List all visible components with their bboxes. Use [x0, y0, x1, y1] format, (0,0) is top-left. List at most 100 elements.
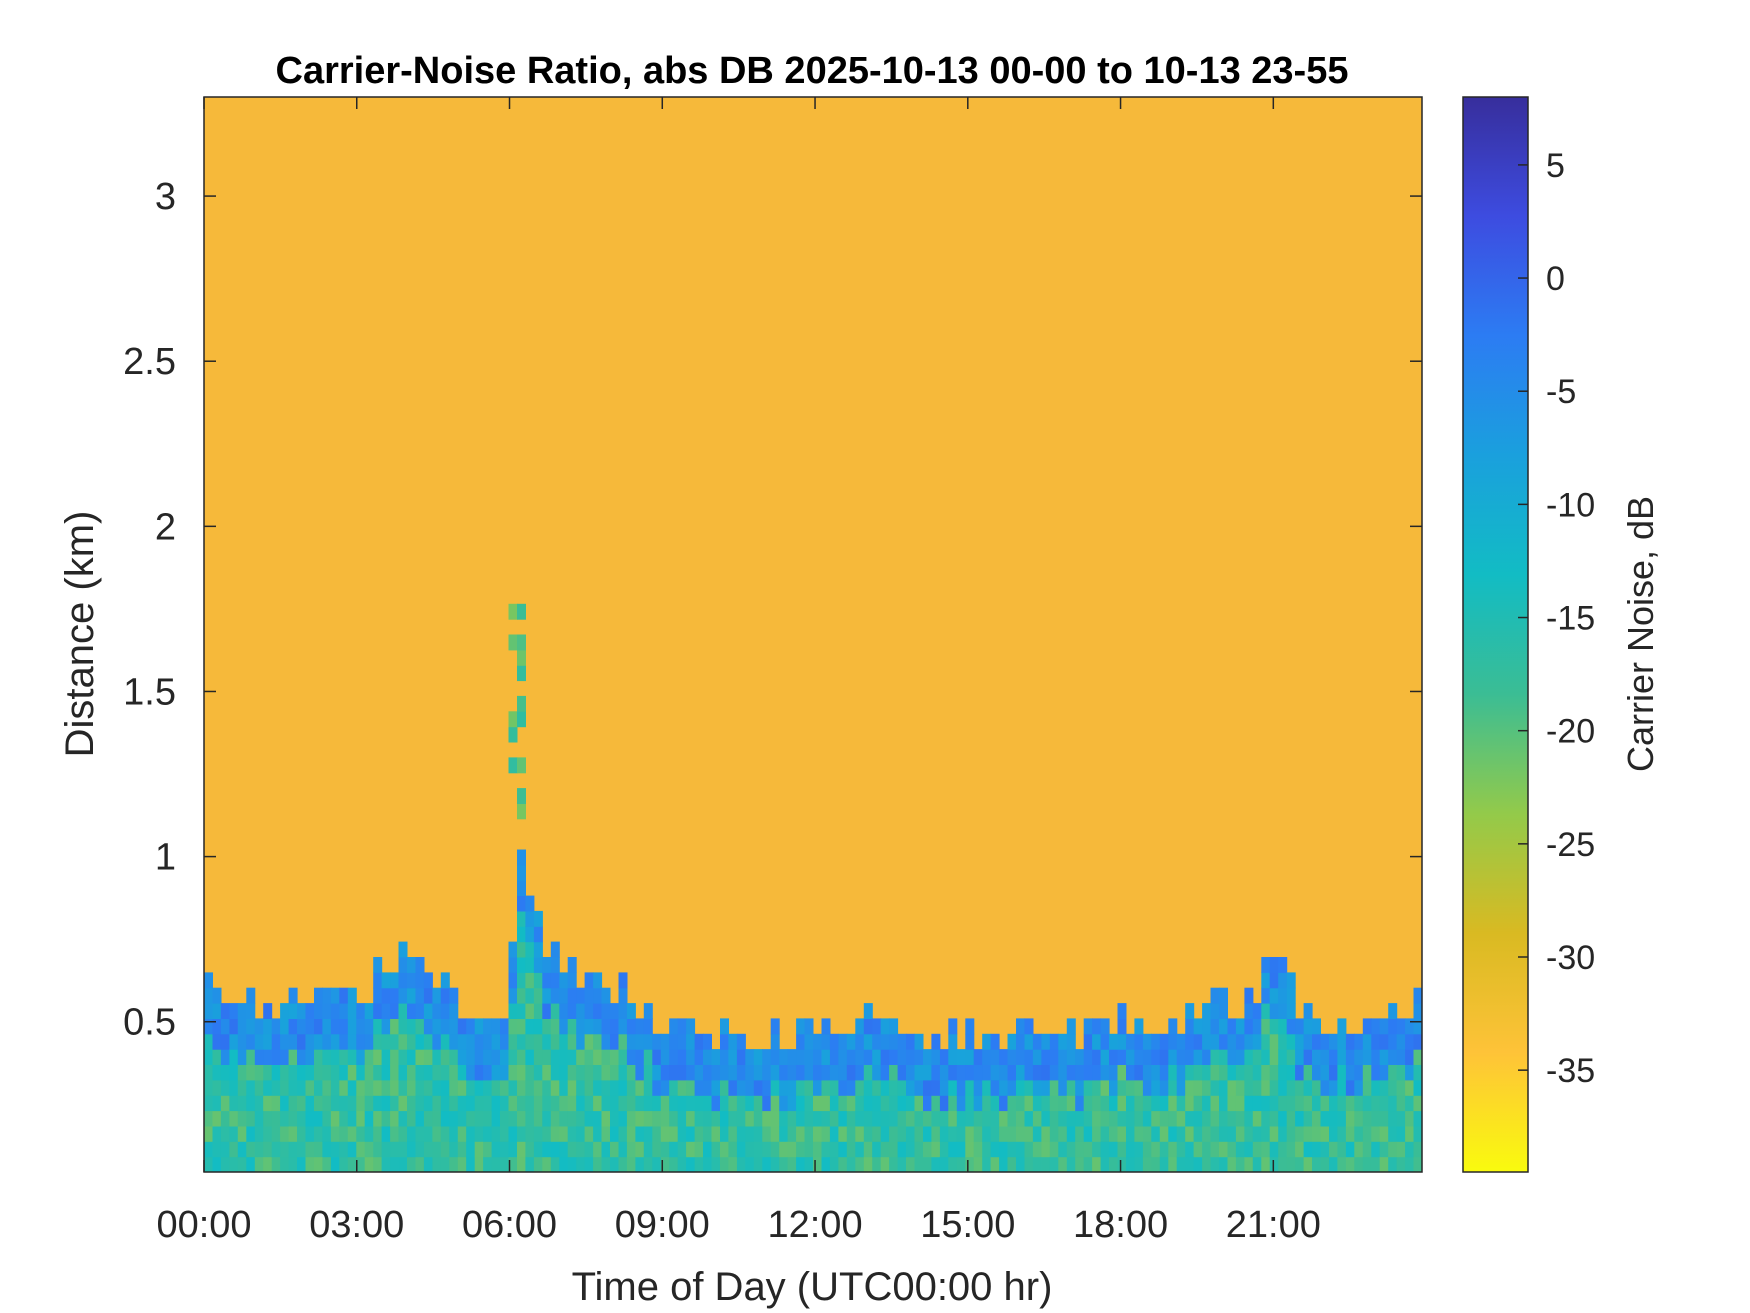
heatmap-cell: [432, 987, 442, 1004]
heatmap-cell: [542, 987, 552, 1004]
heatmap-cell: [576, 1064, 586, 1081]
heatmap-cell: [423, 1110, 433, 1127]
heatmap-cell: [728, 1141, 738, 1158]
heatmap-cell: [1109, 1156, 1118, 1173]
heatmap-cell: [1219, 1156, 1228, 1173]
heatmap-cell: [1109, 1079, 1118, 1096]
heatmap-cell: [1252, 1079, 1262, 1096]
heatmap-cell: [364, 1064, 374, 1081]
heatmap-cell: [855, 1125, 865, 1142]
heatmap-cell: [1354, 1125, 1364, 1142]
heatmap-cell: [246, 1003, 256, 1019]
heatmap-cell: [982, 1156, 992, 1173]
heatmap-cell: [821, 1064, 831, 1081]
heatmap-cell: [1041, 1156, 1051, 1173]
heatmap-cell: [297, 1049, 306, 1065]
heatmap-cell: [398, 941, 408, 958]
heatmap-cell: [1286, 1064, 1296, 1081]
heatmap-cell: [474, 1095, 484, 1112]
heatmap-cell: [1354, 1095, 1364, 1112]
heatmap-cell: [373, 1049, 383, 1065]
heatmap-cell: [407, 1141, 416, 1158]
heatmap-cell: [1083, 1110, 1093, 1127]
heatmap-cell: [1176, 1125, 1186, 1142]
heatmap-cell: [846, 1156, 856, 1173]
heatmap-cell: [1168, 1049, 1178, 1065]
heatmap-cell: [550, 1095, 560, 1112]
heatmap-cell: [956, 1156, 966, 1173]
heatmap-cell: [973, 1156, 983, 1173]
heatmap-cell: [212, 987, 222, 1004]
heatmap-cell: [584, 1033, 594, 1050]
heatmap-cell: [390, 1125, 400, 1142]
heatmap-cell: [635, 1049, 645, 1065]
heatmap-cell: [829, 1156, 839, 1173]
heatmap-cell: [855, 1141, 865, 1158]
heatmap-cell: [1413, 987, 1423, 1004]
heatmap-cell: [288, 1033, 298, 1050]
heatmap-cell: [423, 1141, 433, 1158]
heatmap-cell: [626, 1156, 636, 1173]
heatmap-cell: [601, 1110, 611, 1127]
heatmap-cell: [694, 1079, 704, 1096]
heatmap-cell: [237, 1003, 247, 1019]
heatmap-cell: [449, 987, 459, 1004]
heatmap-cell: [1007, 1125, 1017, 1142]
heatmap-cell: [1117, 1049, 1127, 1065]
heatmap-cell: [973, 1064, 983, 1081]
heatmap-cell: [1278, 987, 1288, 1004]
heatmap-cell: [610, 1003, 619, 1019]
heatmap-cell: [237, 1141, 247, 1158]
heatmap-cell: [711, 1049, 721, 1065]
heatmap-cell: [1371, 1049, 1381, 1065]
heatmap-cell: [525, 926, 535, 943]
heatmap-cell: [965, 1079, 975, 1096]
heatmap-cell: [517, 895, 526, 912]
heatmap-cell: [1244, 1049, 1254, 1065]
heatmap-cell: [1244, 1125, 1254, 1142]
heatmap-cell: [1345, 1156, 1355, 1173]
heatmap-cell: [347, 1110, 357, 1127]
heatmap-cell: [423, 1018, 433, 1035]
heatmap-cell: [1320, 1110, 1330, 1127]
heatmap-cell: [1396, 1049, 1406, 1065]
heatmap-cell: [373, 1110, 383, 1127]
heatmap-cell: [576, 1033, 586, 1050]
heatmap-cell: [618, 1110, 628, 1127]
heatmap-cell: [542, 1141, 552, 1158]
heatmap-cell: [1075, 1095, 1085, 1112]
heatmap-cell: [533, 910, 543, 927]
heatmap-cell: [237, 1033, 247, 1050]
heatmap-cell: [204, 1095, 213, 1112]
heatmap-cell: [449, 1049, 459, 1065]
heatmap-cell: [948, 1079, 958, 1096]
heatmap-cell: [796, 1156, 806, 1173]
heatmap-cell: [280, 1018, 290, 1035]
heatmap-cell: [863, 1141, 873, 1158]
x-tick-label: 06:00: [462, 1204, 557, 1246]
heatmap-cell: [1168, 1156, 1178, 1173]
heatmap-cell: [1219, 1079, 1228, 1096]
heatmap-cell: [1278, 1156, 1288, 1173]
heatmap-cell: [533, 1049, 543, 1065]
heatmap-cell: [339, 1003, 349, 1019]
heatmap-cell: [1227, 1110, 1237, 1127]
heatmap-cell: [745, 1079, 755, 1096]
heatmap-cell: [593, 1064, 603, 1081]
heatmap-cell: [1159, 1049, 1169, 1065]
x-axis-label: Time of Day (UTC00:00 hr): [572, 1265, 1053, 1309]
heatmap-cell: [525, 1018, 535, 1035]
heatmap-cell: [322, 1064, 332, 1081]
heatmap-cell: [576, 1141, 586, 1158]
heatmap-cell: [626, 1125, 636, 1142]
heatmap-cell: [1193, 1156, 1203, 1173]
heatmap-cell: [1388, 1003, 1398, 1019]
heatmap-cell: [440, 1018, 450, 1035]
heatmap-cell: [542, 1110, 552, 1127]
heatmap-cell: [398, 972, 408, 989]
heatmap-cell: [1244, 1064, 1254, 1081]
heatmap-cell: [1337, 1064, 1347, 1081]
heatmap-cell: [550, 987, 560, 1004]
heatmap-cell: [263, 1141, 273, 1158]
heatmap-cell: [669, 1018, 679, 1035]
